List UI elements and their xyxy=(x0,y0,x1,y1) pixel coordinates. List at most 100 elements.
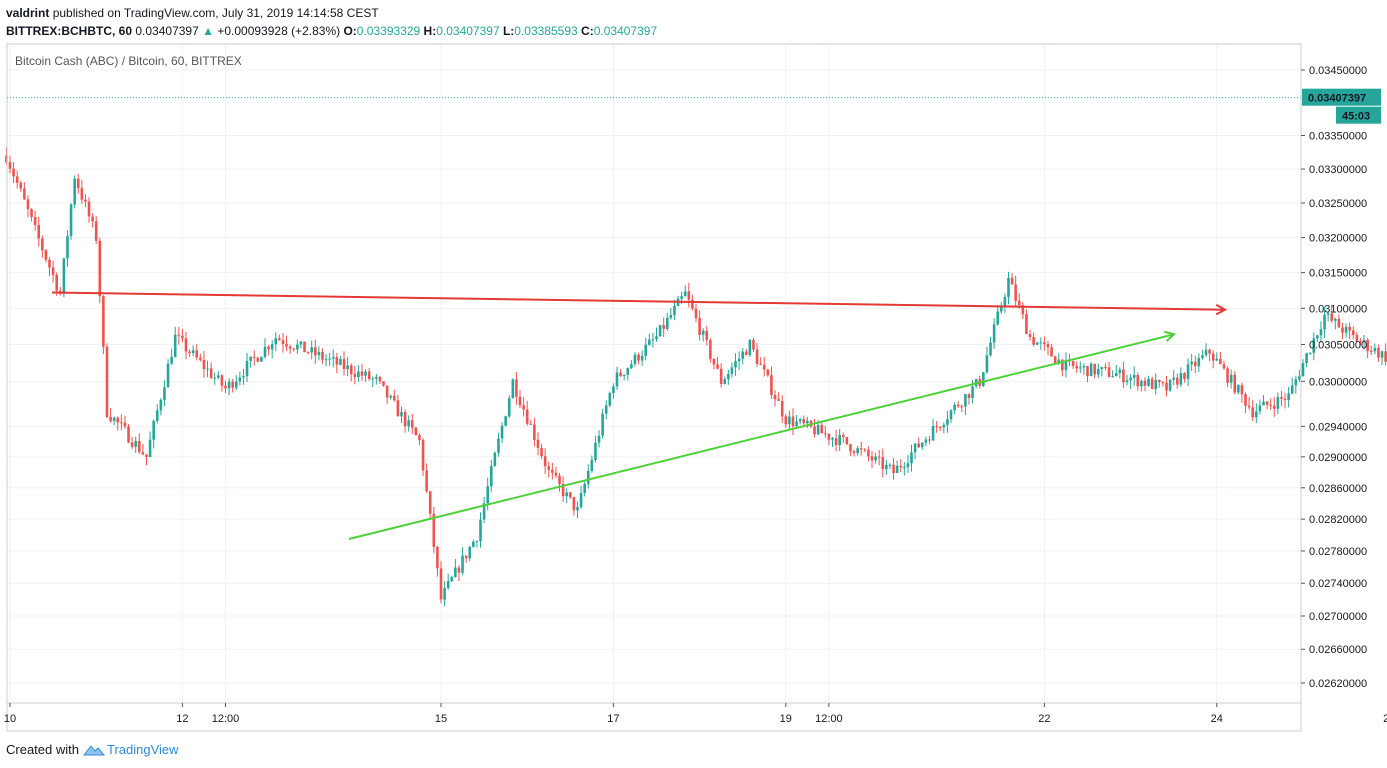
candle-body xyxy=(766,369,770,376)
tradingview-logo-icon[interactable] xyxy=(82,743,105,757)
y-tick-label: 0.03350000 xyxy=(1309,131,1367,143)
candle-body xyxy=(231,381,234,388)
candle-body xyxy=(913,443,917,453)
footer: Created with TradingView xyxy=(6,740,179,760)
candle-body xyxy=(870,456,874,461)
candle-body xyxy=(1186,364,1190,379)
candle-body xyxy=(439,568,443,600)
candle-body xyxy=(1373,347,1377,352)
candle-body xyxy=(547,466,551,470)
candle-body xyxy=(583,483,586,494)
candle-body xyxy=(565,492,569,497)
author-name[interactable]: valdrint xyxy=(6,6,50,20)
candle-body xyxy=(827,433,831,440)
candle-body xyxy=(263,346,267,358)
candle-body xyxy=(938,427,942,429)
candle-body xyxy=(346,365,349,370)
candle-body xyxy=(1351,330,1355,336)
candle-body xyxy=(698,318,701,335)
candle-body xyxy=(1096,368,1100,375)
candle-body xyxy=(141,451,145,455)
time-axis[interactable]: 101212:0015171912:0022242612:002912:00Au… xyxy=(4,702,1387,725)
candle-body xyxy=(1294,379,1298,386)
candle-body xyxy=(1359,341,1362,343)
candle-body xyxy=(741,351,744,359)
candle-body xyxy=(91,216,94,222)
candle-body xyxy=(1240,385,1244,395)
candle-body xyxy=(1000,306,1003,312)
candle-body xyxy=(1111,376,1114,378)
candle-body xyxy=(145,454,148,457)
support-arrow[interactable] xyxy=(348,330,1177,540)
candle-body xyxy=(285,343,288,347)
candle-body xyxy=(838,434,841,446)
support-arrow-line xyxy=(348,333,1175,540)
candle-body xyxy=(1384,351,1387,362)
candle-body xyxy=(730,367,734,374)
y-tick-label: 0.03000000 xyxy=(1309,376,1367,388)
y-tick-label: 0.03250000 xyxy=(1309,198,1367,210)
candle-body xyxy=(637,354,640,361)
candle-body xyxy=(791,416,795,427)
price-axis[interactable]: 0.03450000 0.03350000 0.03300000 0.03250000… xyxy=(1301,65,1367,690)
high-label: H: xyxy=(423,24,437,38)
candle-body xyxy=(421,440,425,471)
tradingview-brand[interactable]: TradingView xyxy=(106,742,179,757)
candle-body xyxy=(407,420,410,427)
candle-body xyxy=(209,368,213,378)
candle-body xyxy=(1118,369,1122,374)
candle-body xyxy=(665,317,669,329)
candle-body xyxy=(8,162,12,169)
candle-body xyxy=(15,176,19,183)
candle-body xyxy=(644,344,648,356)
candle-body xyxy=(1380,351,1384,358)
publish-line: valdrint published on TradingView.com, J… xyxy=(6,4,657,22)
candle-body xyxy=(1334,318,1337,321)
candle-body xyxy=(127,426,130,443)
y-tick-label: 0.02900000 xyxy=(1309,452,1367,464)
candle-body xyxy=(37,224,41,239)
candle-body xyxy=(342,359,346,370)
candle-body xyxy=(256,357,260,362)
candle-body xyxy=(120,422,123,424)
candle-body xyxy=(1147,378,1150,386)
candle-body xyxy=(55,274,58,291)
candle-body xyxy=(734,361,737,368)
candle-body xyxy=(105,346,109,417)
candles xyxy=(5,147,1387,607)
resistance-arrow[interactable] xyxy=(51,291,1228,316)
candle-body xyxy=(98,240,102,297)
symbol-label[interactable]: BITTREX:BCHBTC, 60 xyxy=(6,24,133,38)
candle-body xyxy=(1165,382,1168,391)
candle-body xyxy=(982,372,985,386)
trend-annotations xyxy=(51,291,1228,540)
candle-body xyxy=(321,351,324,360)
candle-body xyxy=(181,335,184,339)
candle-body xyxy=(935,426,938,428)
candle-body xyxy=(1208,349,1211,354)
y-tick-label: 0.02620000 xyxy=(1309,678,1367,690)
candle-body xyxy=(69,204,73,237)
candle-body xyxy=(1104,367,1107,369)
candle-body xyxy=(48,259,51,268)
candle-body xyxy=(123,422,127,427)
candle-body xyxy=(1043,342,1046,345)
candle-body xyxy=(590,459,594,471)
x-tick-label: 12 xyxy=(176,713,188,725)
y-tick-label: 0.02700000 xyxy=(1309,611,1367,623)
candle-body xyxy=(1150,378,1154,389)
candle-body xyxy=(1233,374,1237,393)
candle-body xyxy=(701,330,705,335)
candle-body xyxy=(554,472,558,476)
candle-body xyxy=(357,371,360,378)
candle-body xyxy=(1312,338,1316,353)
candle-body xyxy=(640,355,644,361)
candle-body xyxy=(515,379,518,397)
candle-body xyxy=(378,377,382,382)
change-arrow-icon: ▲ xyxy=(202,24,214,38)
candle-body xyxy=(331,357,335,359)
candle-body xyxy=(1201,355,1204,358)
candle-body xyxy=(252,356,256,358)
candle-body xyxy=(863,449,867,451)
